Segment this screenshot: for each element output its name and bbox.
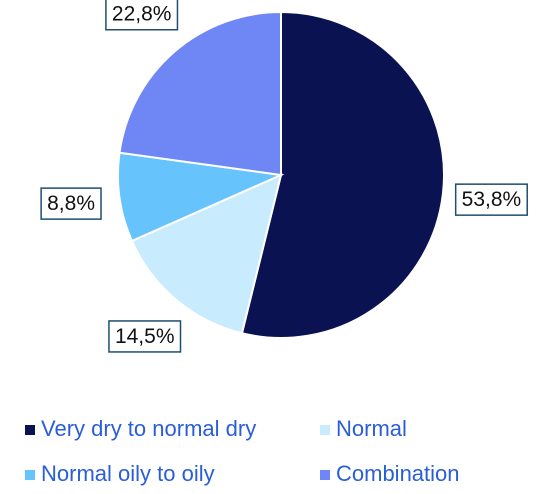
data-label-box [40, 187, 102, 220]
data-label: 14,5% [115, 325, 175, 348]
legend-label: Normal oily to oily [41, 461, 215, 486]
legend-marker [320, 470, 330, 480]
data-label-box [108, 320, 182, 353]
pie-slice [240, 10, 445, 339]
pie-slice [117, 151, 285, 243]
legend-label: Normal [336, 416, 407, 441]
pie-slice [118, 10, 282, 177]
legend-marker [320, 425, 330, 435]
pie-slice [130, 173, 283, 335]
legend-label: Very dry to normal dry [41, 416, 256, 441]
data-label-box [454, 183, 528, 216]
data-label: 22,8% [112, 3, 172, 26]
data-label: 53,8% [462, 188, 522, 211]
legend-label: Combination [336, 461, 460, 486]
legend-marker [25, 425, 35, 435]
data-label: 8,8% [47, 192, 95, 215]
data-label-box [105, 0, 179, 31]
legend-marker [25, 470, 35, 480]
